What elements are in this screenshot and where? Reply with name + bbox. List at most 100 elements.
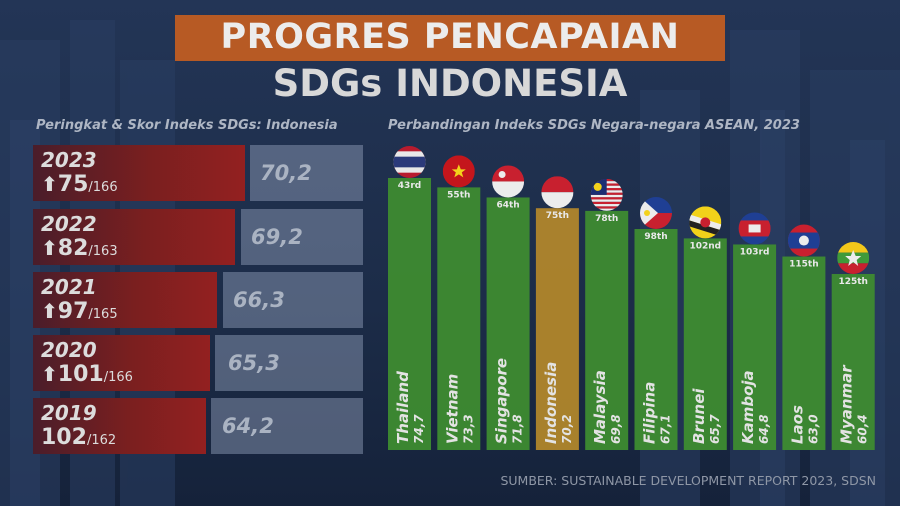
rank-bar <box>33 335 210 391</box>
bar-group-thailand: 43rd Thailand 74,7 <box>388 146 431 450</box>
category-label: Kamboja <box>739 370 757 444</box>
category-label: Myanmar <box>838 364 856 444</box>
indonesia-row-2022: 2022 ⬆82/163 69,2 <box>33 209 363 265</box>
rank-number: 101 <box>57 362 104 387</box>
bar-group-kamboja: 103rd Kamboja 64,8 <box>733 212 777 450</box>
bar <box>535 208 579 450</box>
value-label: 73,3 <box>461 414 475 444</box>
bar <box>585 210 629 450</box>
up-arrow-icon: ⬆ <box>41 172 58 196</box>
bar <box>388 178 431 450</box>
asean-sdg-bar-chart: 43rd Thailand 74,7 55th Vietnam 73,3 64th Singa… <box>388 146 875 450</box>
bar <box>782 256 826 450</box>
rank-bar <box>33 398 206 454</box>
category-label: Vietnam <box>443 374 461 444</box>
up-arrow-icon: ⬆ <box>41 299 58 323</box>
rank-label: ⬆75/166 <box>41 172 118 200</box>
bar <box>634 229 678 450</box>
cambodia-flag <box>738 212 771 245</box>
up-arrow-icon: ⬆ <box>41 236 58 260</box>
score-box <box>211 398 363 454</box>
bar-group-brunei: 102nd Brunei 65,7 <box>683 206 727 450</box>
rank-bar <box>33 145 245 201</box>
score-value: 66,3 <box>233 288 285 312</box>
year-label: 2022 <box>41 212 97 236</box>
indonesia-row-2021: 2021 ⬆97/165 66,3 <box>33 272 363 328</box>
source-note: SUMBER: SUSTAINABLE DEVELOPMENT REPORT 2… <box>500 473 876 488</box>
right-chart-subtitle: Perbandingan Indeks SDGs Negara-negara A… <box>388 118 800 133</box>
indonesia-row-2019: 2019 102/162 64,2 <box>33 398 363 454</box>
bar <box>437 187 481 450</box>
rank-label: 64th <box>496 200 519 210</box>
year-label: 2020 <box>41 338 97 362</box>
value-label: 69,8 <box>609 414 623 444</box>
year-label: 2019 <box>41 401 97 425</box>
rank-number: 82 <box>57 236 89 261</box>
thailand-flag <box>393 146 426 178</box>
brunei-flag <box>689 206 722 239</box>
category-label: Indonesia <box>542 362 560 444</box>
rank-total: /166 <box>88 180 118 195</box>
value-label: 71,8 <box>511 414 525 444</box>
category-label: Malaysia <box>591 370 609 444</box>
score-box <box>250 145 363 201</box>
bar-group-vietnam: 55th Vietnam 73,3 <box>437 155 481 450</box>
category-label: Brunei <box>690 388 708 444</box>
rank-label: ⬆101/166 <box>41 362 133 390</box>
malaysia-flag <box>590 178 623 211</box>
year-label: 2023 <box>41 148 97 172</box>
rank-label: 102nd <box>689 241 721 251</box>
score-value: 64,2 <box>222 414 274 438</box>
rank-label: 125th <box>838 277 868 287</box>
page-title-line-1: PROGRES PENCAPAIAN <box>220 17 680 57</box>
category-label: Thailand <box>394 371 412 444</box>
rank-label: 98th <box>644 232 667 242</box>
up-arrow-icon: ⬆ <box>41 362 58 386</box>
value-label: 74,7 <box>412 414 426 444</box>
bar-group-myanmar: 125th Myanmar 60,4 <box>831 241 875 450</box>
singapore-flag <box>492 165 525 198</box>
rank-label: 78th <box>595 214 618 224</box>
bar <box>831 273 875 450</box>
score-box <box>241 209 363 265</box>
rank-number: 75 <box>57 172 89 197</box>
rank-total: /163 <box>88 244 118 259</box>
score-box <box>223 272 363 328</box>
indonesia-flag <box>541 176 574 209</box>
rank-label: 75th <box>546 211 569 221</box>
rank-label: 43rd <box>398 181 421 191</box>
rank-label: ⬆97/165 <box>41 299 118 327</box>
value-label: 64,8 <box>757 414 771 444</box>
category-label: Laos <box>788 405 806 444</box>
bar <box>683 238 727 450</box>
bar-group-singapore: 64th Singapore 71,8 <box>486 165 530 450</box>
bar-group-malaysia: 78th Malaysia 69,8 <box>585 178 629 450</box>
rank-label: 102/162 <box>41 425 116 453</box>
bar-group-filipina: 98th Filipina 67,1 <box>634 197 678 450</box>
bar <box>733 244 777 450</box>
rank-bar <box>33 272 217 328</box>
score-box <box>215 335 363 391</box>
category-label: Singapore <box>493 358 511 444</box>
laos-flag <box>787 224 820 257</box>
rank-number: 97 <box>57 299 89 324</box>
rank-number: 102 <box>41 425 87 450</box>
score-value: 70,2 <box>260 161 312 185</box>
category-label: Filipina <box>641 382 659 444</box>
score-value: 65,3 <box>228 351 280 375</box>
bar <box>486 197 530 450</box>
indonesia-row-2020: 2020 ⬆101/166 65,3 <box>33 335 363 391</box>
bar-group-laos: 115th Laos 63,0 <box>782 224 826 450</box>
philippines-flag <box>640 197 672 230</box>
value-label: 65,7 <box>708 414 722 444</box>
myanmar-flag <box>837 241 870 274</box>
indonesia-row-2023: 2023 ⬆75/166 70,2 <box>33 145 363 201</box>
left-chart-subtitle: Peringkat & Skor Indeks SDGs: Indonesia <box>36 118 338 133</box>
value-label: 63,0 <box>806 414 820 444</box>
rank-bar <box>33 209 235 265</box>
bar-group-indonesia: 75th Indonesia 70,2 <box>535 176 579 450</box>
title-highlight-box <box>175 15 725 61</box>
rank-label: 115th <box>789 260 819 270</box>
value-label: 60,4 <box>856 414 870 444</box>
value-label: 70,2 <box>560 414 574 444</box>
